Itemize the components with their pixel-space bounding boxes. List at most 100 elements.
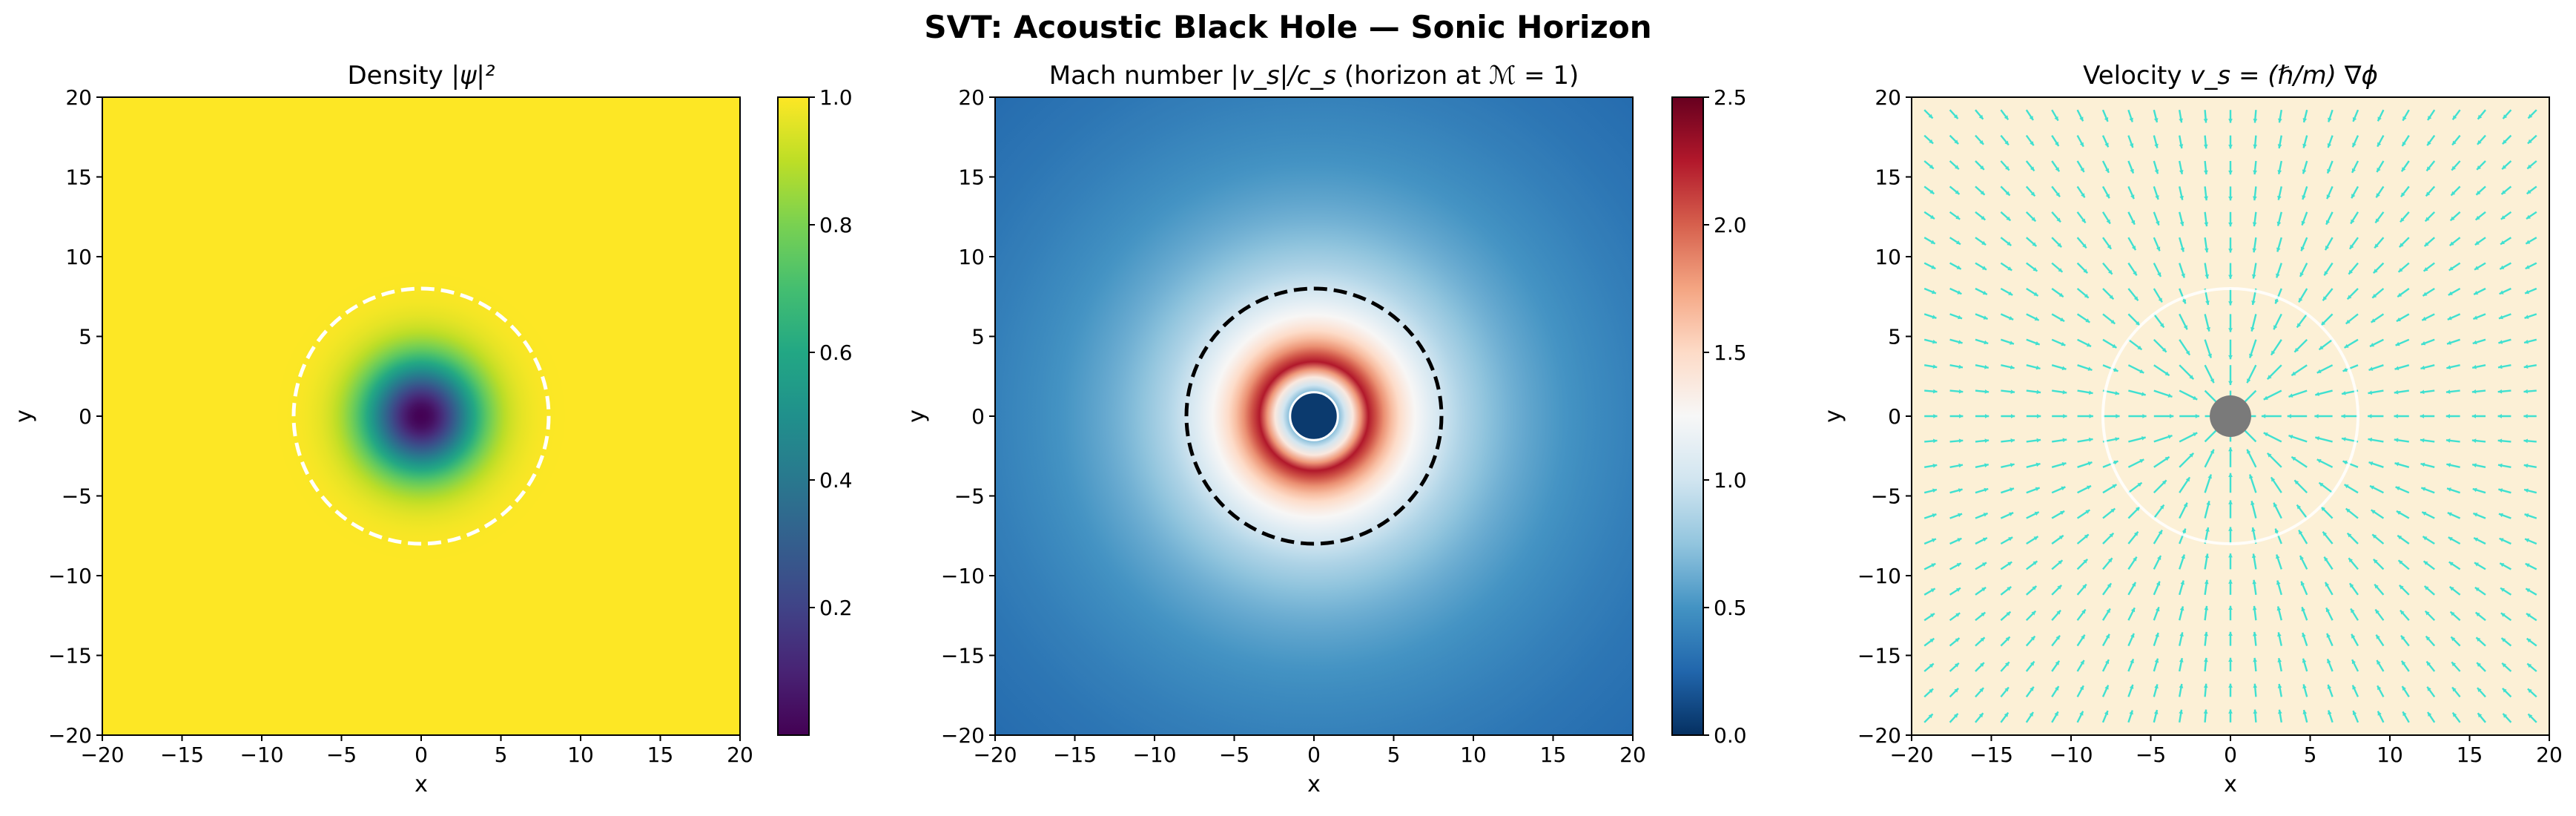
- velocity-arrowhead: [2155, 195, 2159, 200]
- velocity-arrowhead: [2315, 392, 2320, 396]
- velocity-arrowhead: [2181, 273, 2185, 278]
- velocity-arrowhead: [2288, 393, 2293, 398]
- velocity-arrowhead: [2474, 562, 2479, 567]
- velocity-arrows: [1923, 109, 2537, 723]
- velocity-arrowhead: [2498, 340, 2503, 344]
- velocity-arrowhead: [2228, 447, 2233, 452]
- velocity-arrowhead: [2296, 504, 2302, 510]
- velocity-arrowhead: [2179, 684, 2184, 688]
- velocity-arrowhead: [2030, 166, 2035, 171]
- velocity-arrowhead: [2421, 341, 2426, 346]
- colorbar-tick-label: 2.5: [1714, 85, 1747, 110]
- velocity-arrowhead: [2055, 635, 2060, 640]
- velocity-arrowhead: [2294, 347, 2299, 352]
- velocity-arrowhead: [1978, 114, 1984, 119]
- velocity-arrowhead: [2428, 116, 2432, 120]
- velocity-arrowhead: [2008, 291, 2013, 295]
- velocity-arrowhead: [2182, 299, 2187, 304]
- velocity-arrowhead: [2420, 389, 2425, 395]
- velocity-arrowhead: [2253, 709, 2258, 714]
- velocity-arrowhead: [2374, 584, 2379, 589]
- velocity-arrowhead: [2193, 395, 2198, 400]
- velocity-arrowhead: [1957, 290, 1962, 295]
- velocity-arrowhead: [2031, 217, 2036, 222]
- velocity-arrowhead: [2033, 292, 2038, 296]
- velocity-arrowhead: [2130, 633, 2135, 638]
- velocity-arrowhead: [2475, 612, 2480, 617]
- velocity-arrowhead: [2342, 460, 2348, 465]
- velocity-arrowhead: [1984, 463, 1989, 468]
- velocity-arrowhead: [1929, 638, 1935, 643]
- velocity-arrowhead: [2299, 272, 2304, 277]
- velocity-arrowhead: [2327, 143, 2332, 148]
- velocity-arrowhead: [2351, 634, 2356, 639]
- velocity-arrowhead: [2010, 438, 2015, 443]
- velocity-arrowhead: [1932, 464, 1938, 468]
- velocity-arrowhead: [2029, 116, 2033, 120]
- velocity-arrowhead: [2136, 321, 2140, 326]
- x-tick-label: 15: [647, 743, 674, 767]
- velocity-arrowhead: [2183, 502, 2187, 507]
- velocity-arrowhead: [2447, 487, 2451, 492]
- velocity-arrowhead: [2473, 315, 2478, 320]
- velocity-arrowhead: [2189, 453, 2194, 458]
- x-tick-label: −20: [80, 743, 124, 767]
- velocity-arrowhead: [2525, 289, 2529, 295]
- velocity-arrowhead: [2348, 558, 2353, 563]
- velocity-arrowhead: [2133, 296, 2139, 301]
- velocity-arrowhead: [2157, 272, 2161, 277]
- velocity-arrowhead: [1980, 662, 1984, 667]
- velocity-arrowhead: [1983, 315, 1988, 320]
- velocity-arrowhead: [2267, 453, 2272, 458]
- velocity-arrowhead: [1984, 389, 1989, 394]
- velocity-arrowhead: [1953, 114, 1958, 119]
- velocity-arrowhead: [2500, 215, 2506, 220]
- x-tick-label: 10: [567, 743, 594, 767]
- velocity-arrowhead: [1930, 613, 1935, 618]
- velocity-arrowhead: [2084, 534, 2089, 539]
- velocity-arrowhead: [2228, 473, 2233, 477]
- y-tick-label: 0: [971, 404, 985, 429]
- velocity-arrowhead: [2057, 243, 2062, 248]
- velocity-arrowhead: [2423, 561, 2428, 565]
- velocity-arrowhead: [2228, 657, 2233, 662]
- velocity-arrowhead: [2452, 712, 2457, 717]
- velocity-arrowhead: [2005, 636, 2010, 642]
- y-tick-label: 20: [65, 85, 92, 110]
- velocity-arrowhead: [2182, 528, 2187, 533]
- y-tick-label: 5: [1888, 325, 1901, 349]
- velocity-arrowhead: [2377, 660, 2381, 665]
- velocity-arrowhead: [2347, 295, 2352, 300]
- velocity-arrowhead: [2477, 688, 2482, 692]
- velocity-arrowhead: [2452, 115, 2457, 120]
- panel-title-suffix: (horizon at ℳ = 1): [1336, 61, 1579, 91]
- velocity-arrowhead: [2205, 527, 2210, 532]
- velocity-arrowhead: [2035, 487, 2040, 491]
- velocity-arrowhead: [2396, 317, 2401, 322]
- velocity-arrowhead: [2079, 711, 2084, 716]
- velocity-arrowhead: [2153, 710, 2159, 714]
- velocity-arrowhead: [2319, 345, 2324, 350]
- velocity-arrowhead: [2161, 347, 2167, 352]
- colorbar-tick-label: 0.0: [1714, 723, 1747, 748]
- velocity-arrowhead: [2500, 588, 2505, 592]
- velocity-arrowhead: [2063, 414, 2067, 418]
- velocity-arrowhead: [2302, 195, 2306, 200]
- x-axis-label: x: [2224, 771, 2237, 797]
- velocity-arrowhead: [1958, 364, 1963, 369]
- velocity-arrowhead: [2300, 581, 2305, 586]
- velocity-arrowhead: [2498, 364, 2503, 369]
- velocity-arrowhead: [1956, 588, 1961, 592]
- velocity-arrowhead: [2139, 369, 2144, 373]
- velocity-arrowhead: [2325, 220, 2331, 225]
- velocity-arrowhead: [2322, 296, 2328, 301]
- panel-velocity: −20 −15 −10 −5 0 5 10 15 20 −20 −15 −10 −5 0 5 10 15 20 x y…: [1820, 61, 2563, 797]
- y-tick-label: −15: [941, 644, 985, 668]
- velocity-arrowhead: [2394, 366, 2400, 370]
- velocity-arrowhead: [2084, 294, 2089, 298]
- velocity-arrowhead: [1981, 215, 1986, 220]
- velocity-arrowhead: [2368, 437, 2373, 442]
- velocity-arrowhead: [2034, 511, 2039, 516]
- velocity-arrowhead: [2179, 606, 2184, 611]
